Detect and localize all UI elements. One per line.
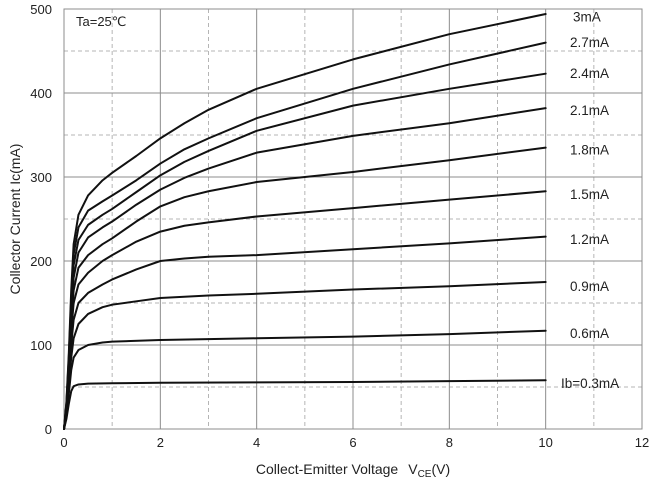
y-tick-label: 100 — [30, 338, 52, 353]
curve-series — [63, 13, 547, 430]
curve-ib-0-3ma — [63, 379, 547, 430]
curve-label: Ib=0.3mA — [561, 376, 619, 391]
x-axis-subscript: CE — [418, 469, 432, 480]
curve-label: 2.1mA — [570, 103, 609, 118]
curve-label: 1.5mA — [570, 187, 609, 202]
curve-labels: Ib=0.3mA 0.6mA 0.9mA 1.2mA 1.5mA 1.8mA 2.1mA 2.… — [561, 10, 619, 391]
x-tick-label: 12 — [635, 435, 649, 450]
curve-label: 2.4mA — [570, 66, 609, 81]
x-axis-symbol: V — [408, 461, 418, 477]
y-tick-labels: 0 100 200 300 400 500 — [30, 2, 52, 437]
plot-frame — [63, 8, 643, 430]
x-axis-title: Collect-Emitter Voltage VCE(V) — [256, 461, 450, 480]
curve-label: 1.8mA — [570, 142, 609, 157]
y-tick-label: 200 — [30, 254, 52, 269]
x-tick-labels: 0 2 4 6 8 10 12 — [60, 435, 649, 450]
grid — [63, 8, 643, 430]
y-tick-label: 0 — [45, 422, 52, 437]
curve-label: 0.6mA — [570, 326, 609, 341]
x-tick-label: 4 — [253, 435, 260, 450]
curve-label: 0.9mA — [570, 279, 609, 294]
x-axis-unit: (V) — [431, 461, 450, 477]
y-tick-label: 300 — [30, 170, 52, 185]
curve-label: 2.7mA — [570, 35, 609, 50]
y-tick-label: 500 — [30, 2, 52, 17]
x-tick-label: 2 — [157, 435, 164, 450]
x-tick-label: 6 — [349, 435, 356, 450]
x-tick-label: 0 — [60, 435, 67, 450]
x-tick-label: 10 — [538, 435, 552, 450]
x-axis-title-text: Collect-Emitter Voltage — [256, 461, 399, 477]
temperature-annotation: Ta=25℃ — [76, 14, 126, 29]
x-tick-label: 8 — [446, 435, 453, 450]
curve-label: 1.2mA — [570, 232, 609, 247]
y-tick-label: 400 — [30, 86, 52, 101]
curve-label: 3mA — [573, 10, 601, 25]
y-axis-title: Collector Current Ic(mA) — [7, 144, 23, 295]
curve-3ma — [63, 13, 547, 430]
